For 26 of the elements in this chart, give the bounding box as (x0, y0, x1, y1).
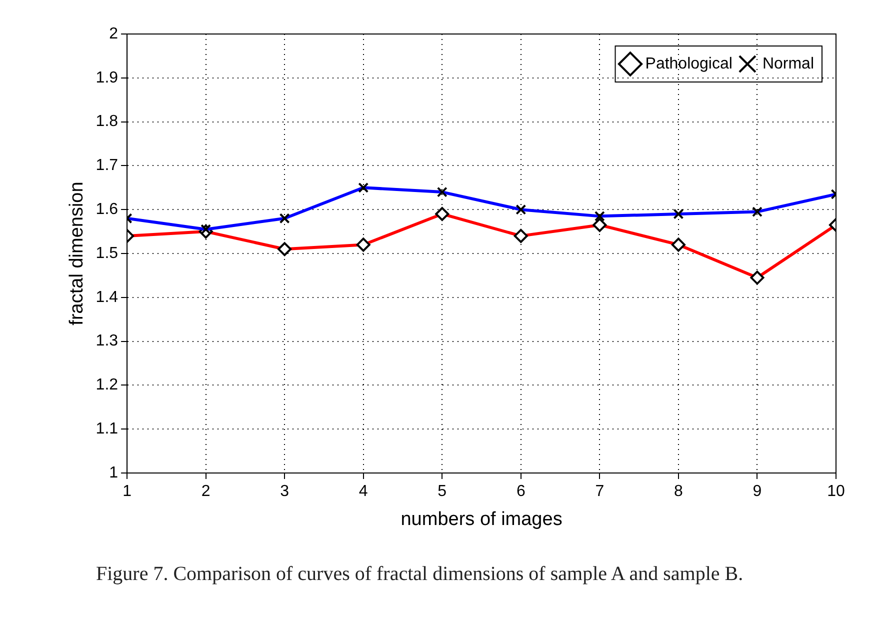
y-tick-label: 1.4 (96, 288, 118, 306)
y-axis-title: fractal dimension (66, 182, 88, 326)
x-tick-label: 3 (280, 483, 290, 500)
legend-label: Normal (762, 55, 814, 72)
x-tick-label: 5 (438, 483, 447, 500)
x-tick-label: 8 (674, 483, 683, 500)
x-tick-label: 9 (752, 483, 762, 500)
y-tick-label: 1.9 (96, 69, 118, 86)
y-tick-label: 1.1 (96, 420, 118, 438)
y-tick-label: 2 (109, 25, 118, 42)
legend-label: Pathological (645, 55, 732, 72)
y-tick-label: 1.6 (96, 201, 118, 218)
x-tick-label: 1 (122, 483, 132, 500)
y-tick-label: 1.8 (96, 113, 118, 130)
caption: Figure 7. Comparison of curves of fractal dimensions of sample A and sample B. (96, 562, 744, 587)
y-tick-label: 1.3 (96, 332, 118, 350)
y-tick-label: 1.2 (96, 376, 118, 394)
y-tick-label: 1.5 (96, 244, 118, 262)
x-tick-label: 2 (201, 483, 210, 500)
y-tick-label: 1 (109, 464, 118, 482)
x-tick-label: 4 (358, 483, 368, 500)
x-tick-label: 10 (827, 483, 845, 500)
y-tick-label: 1.7 (96, 157, 118, 174)
x-axis-title: numbers of images (400, 508, 562, 530)
x-tick-label: 7 (595, 483, 604, 500)
x-tick-label: 6 (516, 483, 526, 500)
